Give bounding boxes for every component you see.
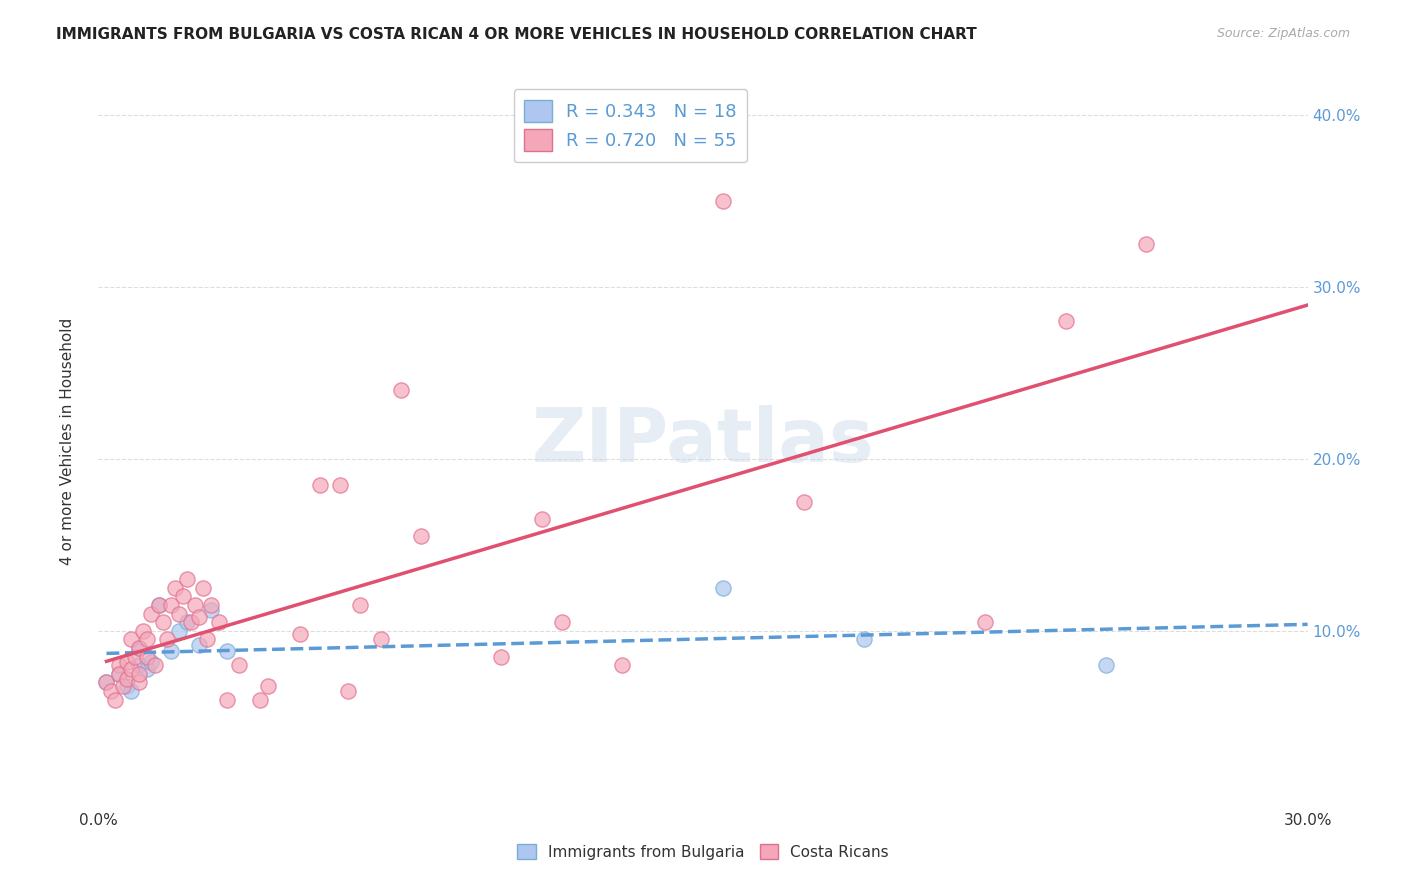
Point (167, 607, 190, 621)
Point (120, 662, 142, 676)
Point (1054, 314, 1077, 328)
Point (160, 598, 183, 612)
Point (128, 675, 150, 690)
Point (551, 615, 574, 630)
Point (329, 477, 352, 491)
Point (1135, 236, 1157, 251)
Point (143, 658, 166, 673)
Point (711, 194, 734, 208)
Text: ZIPatlas: ZIPatlas (531, 405, 875, 478)
Point (152, 615, 174, 630)
Point (96, 675, 118, 690)
Point (111, 679, 134, 693)
Point (176, 572, 198, 586)
Point (188, 638, 211, 652)
Y-axis label: 4 or more Vehicles in Household: 4 or more Vehicles in Household (60, 318, 75, 566)
Point (491, 649, 513, 664)
Point (208, 615, 231, 630)
Point (167, 624, 190, 638)
Point (163, 581, 186, 595)
Point (370, 632, 392, 647)
Point (188, 610, 211, 624)
Point (217, 692, 239, 706)
Point (103, 692, 125, 706)
Point (711, 581, 734, 595)
Point (124, 649, 146, 664)
Point (128, 666, 150, 681)
Point (128, 658, 150, 673)
Point (100, 684, 122, 698)
Point (530, 512, 553, 526)
Point (337, 684, 360, 698)
Point (309, 477, 332, 491)
Point (193, 581, 215, 595)
Point (107, 666, 129, 681)
Point (107, 666, 129, 681)
Point (793, 494, 815, 508)
Point (148, 598, 170, 612)
Point (135, 632, 157, 647)
Point (128, 640, 150, 655)
Point (228, 658, 250, 673)
Point (120, 684, 142, 698)
Point (974, 615, 997, 630)
Point (180, 615, 202, 630)
Point (115, 672, 138, 686)
Point (176, 615, 198, 630)
Legend: R = 0.343   N = 18, R = 0.720   N = 55: R = 0.343 N = 18, R = 0.720 N = 55 (513, 89, 748, 162)
Point (139, 607, 162, 621)
Point (409, 529, 432, 543)
Point (115, 679, 138, 693)
Point (120, 632, 142, 647)
Point (200, 603, 222, 617)
Point (156, 632, 179, 647)
Text: Source: ZipAtlas.com: Source: ZipAtlas.com (1216, 27, 1350, 40)
Point (195, 632, 218, 647)
Point (148, 598, 170, 612)
Point (135, 662, 157, 676)
Point (96, 675, 118, 690)
Point (200, 598, 222, 612)
Point (107, 658, 129, 673)
Point (349, 598, 371, 612)
Point (160, 644, 183, 658)
Text: IMMIGRANTS FROM BULGARIA VS COSTA RICAN 4 OR MORE VEHICLES IN HOUSEHOLD CORRELAT: IMMIGRANTS FROM BULGARIA VS COSTA RICAN … (56, 27, 977, 42)
Point (128, 640, 150, 655)
Point (135, 649, 157, 664)
Point (132, 624, 155, 638)
Point (184, 598, 207, 612)
Point (1095, 658, 1118, 673)
Point (115, 655, 138, 669)
Point (217, 644, 239, 658)
Point (249, 692, 271, 706)
Point (853, 632, 876, 647)
Point (612, 658, 634, 673)
Point (389, 383, 412, 397)
Point (139, 655, 162, 669)
Point (288, 627, 311, 641)
Point (172, 590, 194, 604)
Point (256, 679, 278, 693)
